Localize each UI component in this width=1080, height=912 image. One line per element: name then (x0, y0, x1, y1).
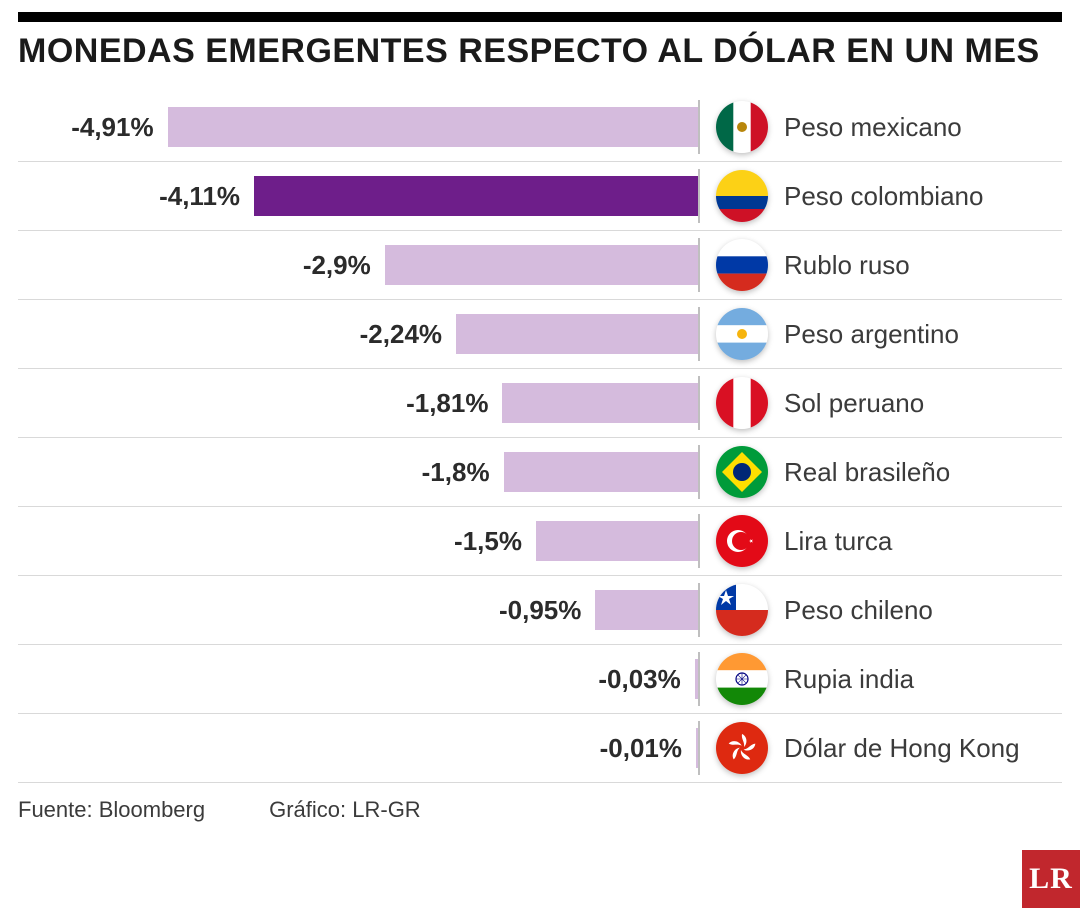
pct-label: -1,5% (454, 526, 522, 557)
data-row: -4,91% Peso mexicano (18, 93, 1062, 162)
bar-zone: -1,8% (18, 438, 698, 506)
pct-label: -1,81% (406, 388, 488, 419)
currency-label: Peso colombiano (784, 181, 983, 212)
pct-label: -2,24% (360, 319, 442, 350)
data-row: -0,01% Dólar de Hong Kong (18, 714, 1062, 783)
axis-line (698, 376, 700, 430)
pct-label: -2,9% (303, 250, 371, 281)
currency-label: Rupia india (784, 664, 914, 695)
bar (168, 107, 698, 147)
currency-label: Lira turca (784, 526, 892, 557)
bar (536, 521, 698, 561)
data-row: -1,5% Lira turca (18, 507, 1062, 576)
data-row: -0,95% Peso chileno (18, 576, 1062, 645)
flag-icon (716, 308, 768, 360)
currency-label: Peso mexicano (784, 112, 962, 143)
currency-label: Rublo ruso (784, 250, 910, 281)
axis-line (698, 100, 700, 154)
bar-zone: -0,03% (18, 645, 698, 713)
data-row: -2,9% Rublo ruso (18, 231, 1062, 300)
bar (595, 590, 698, 630)
data-row: -1,8% Real brasileño (18, 438, 1062, 507)
flag-icon (716, 170, 768, 222)
currency-label: Peso chileno (784, 595, 933, 626)
flag-icon (716, 239, 768, 291)
axis-line (698, 238, 700, 292)
pct-label: -0,95% (499, 595, 581, 626)
flag-icon (716, 722, 768, 774)
axis-line (698, 652, 700, 706)
data-row: -0,03% Rupia india (18, 645, 1062, 714)
bar (385, 245, 698, 285)
footer: Fuente: Bloomberg Gráfico: LR-GR (0, 783, 1080, 823)
data-row: -4,11% Peso colombiano (18, 162, 1062, 231)
axis-line (698, 721, 700, 775)
bar (504, 452, 698, 492)
currency-label: Peso argentino (784, 319, 959, 350)
pct-label: -0,01% (600, 733, 682, 764)
chart-title: MONEDAS EMERGENTES RESPECTO AL DÓLAR EN … (0, 22, 1080, 93)
bar-zone: -4,91% (18, 93, 698, 161)
axis-line (698, 169, 700, 223)
publisher-logo-text: LR (1029, 862, 1073, 896)
currency-label: Dólar de Hong Kong (784, 733, 1020, 764)
axis-line (698, 445, 700, 499)
bar-zone: -0,95% (18, 576, 698, 644)
bar (456, 314, 698, 354)
top-rule (18, 12, 1062, 22)
bar-zone: -1,81% (18, 369, 698, 437)
bar (502, 383, 698, 423)
pct-label: -1,8% (422, 457, 490, 488)
bar-zone: -4,11% (18, 162, 698, 230)
data-row: -1,81% Sol peruano (18, 369, 1062, 438)
flag-icon (716, 653, 768, 705)
flag-icon (716, 515, 768, 567)
pct-label: -0,03% (598, 664, 680, 695)
flag-icon (716, 377, 768, 429)
bar (696, 728, 698, 768)
publisher-logo: LR (1022, 850, 1080, 908)
axis-line (698, 583, 700, 637)
bar-zone: -2,24% (18, 300, 698, 368)
bar (695, 659, 698, 699)
bar (254, 176, 698, 216)
pct-label: -4,11% (159, 181, 240, 212)
bar-zone: -2,9% (18, 231, 698, 299)
data-row: -2,24% Peso argentino (18, 300, 1062, 369)
currency-label: Sol peruano (784, 388, 924, 419)
source-label: Fuente: Bloomberg (18, 797, 205, 823)
flag-icon (716, 101, 768, 153)
currency-label: Real brasileño (784, 457, 950, 488)
flag-icon (716, 584, 768, 636)
chart-rows: -4,91% Peso mexicano -4,11% Peso colombi… (0, 93, 1080, 783)
axis-line (698, 514, 700, 568)
bar-zone: -1,5% (18, 507, 698, 575)
flag-icon (716, 446, 768, 498)
bar-zone: -0,01% (18, 714, 698, 782)
axis-line (698, 307, 700, 361)
pct-label: -4,91% (71, 112, 153, 143)
graphic-label: Gráfico: LR-GR (269, 797, 421, 823)
